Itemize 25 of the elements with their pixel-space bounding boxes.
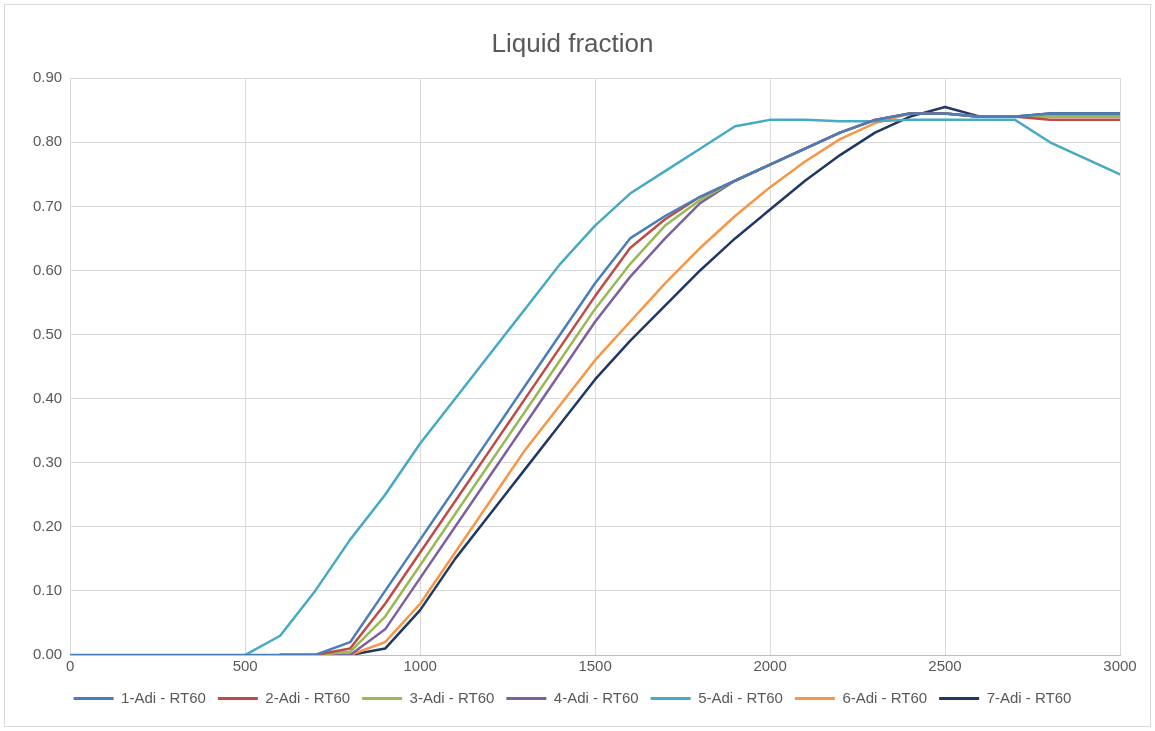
legend-label: 3-Adi - RT60 bbox=[409, 688, 495, 706]
y-tick-label: 0.90 bbox=[32, 68, 63, 86]
y-tick-label: 0.50 bbox=[32, 324, 63, 342]
y-tick-label: 0.10 bbox=[32, 581, 63, 599]
legend-label: 2-Adi - RT60 bbox=[265, 688, 351, 706]
x-tick-label: 1000 bbox=[403, 657, 437, 675]
x-tick-label: 0 bbox=[66, 657, 75, 675]
chart-title: Liquid fraction bbox=[491, 27, 654, 58]
y-tick-label: 0.80 bbox=[32, 132, 63, 150]
x-tick-label: 1500 bbox=[578, 657, 612, 675]
y-tick-label: 0.40 bbox=[32, 388, 63, 406]
y-tick-label: 0.70 bbox=[32, 196, 63, 214]
legend-label: 4-Adi - RT60 bbox=[553, 688, 639, 706]
legend-label: 6-Adi - RT60 bbox=[842, 688, 928, 706]
legend-label: 7-Adi - RT60 bbox=[986, 688, 1072, 706]
y-tick-label: 0.00 bbox=[32, 645, 63, 663]
x-tick-label: 2000 bbox=[753, 657, 787, 675]
x-tick-label: 500 bbox=[232, 657, 258, 675]
legend-label: 1-Adi - RT60 bbox=[121, 688, 206, 706]
x-tick-label: 2500 bbox=[928, 657, 962, 675]
y-tick-label: 0.20 bbox=[32, 516, 63, 534]
legend-label: 5-Adi - RT60 bbox=[698, 688, 783, 706]
x-tick-label: 3000 bbox=[1103, 657, 1137, 675]
y-tick-label: 0.30 bbox=[32, 452, 63, 470]
y-tick-label: 0.60 bbox=[32, 260, 63, 278]
